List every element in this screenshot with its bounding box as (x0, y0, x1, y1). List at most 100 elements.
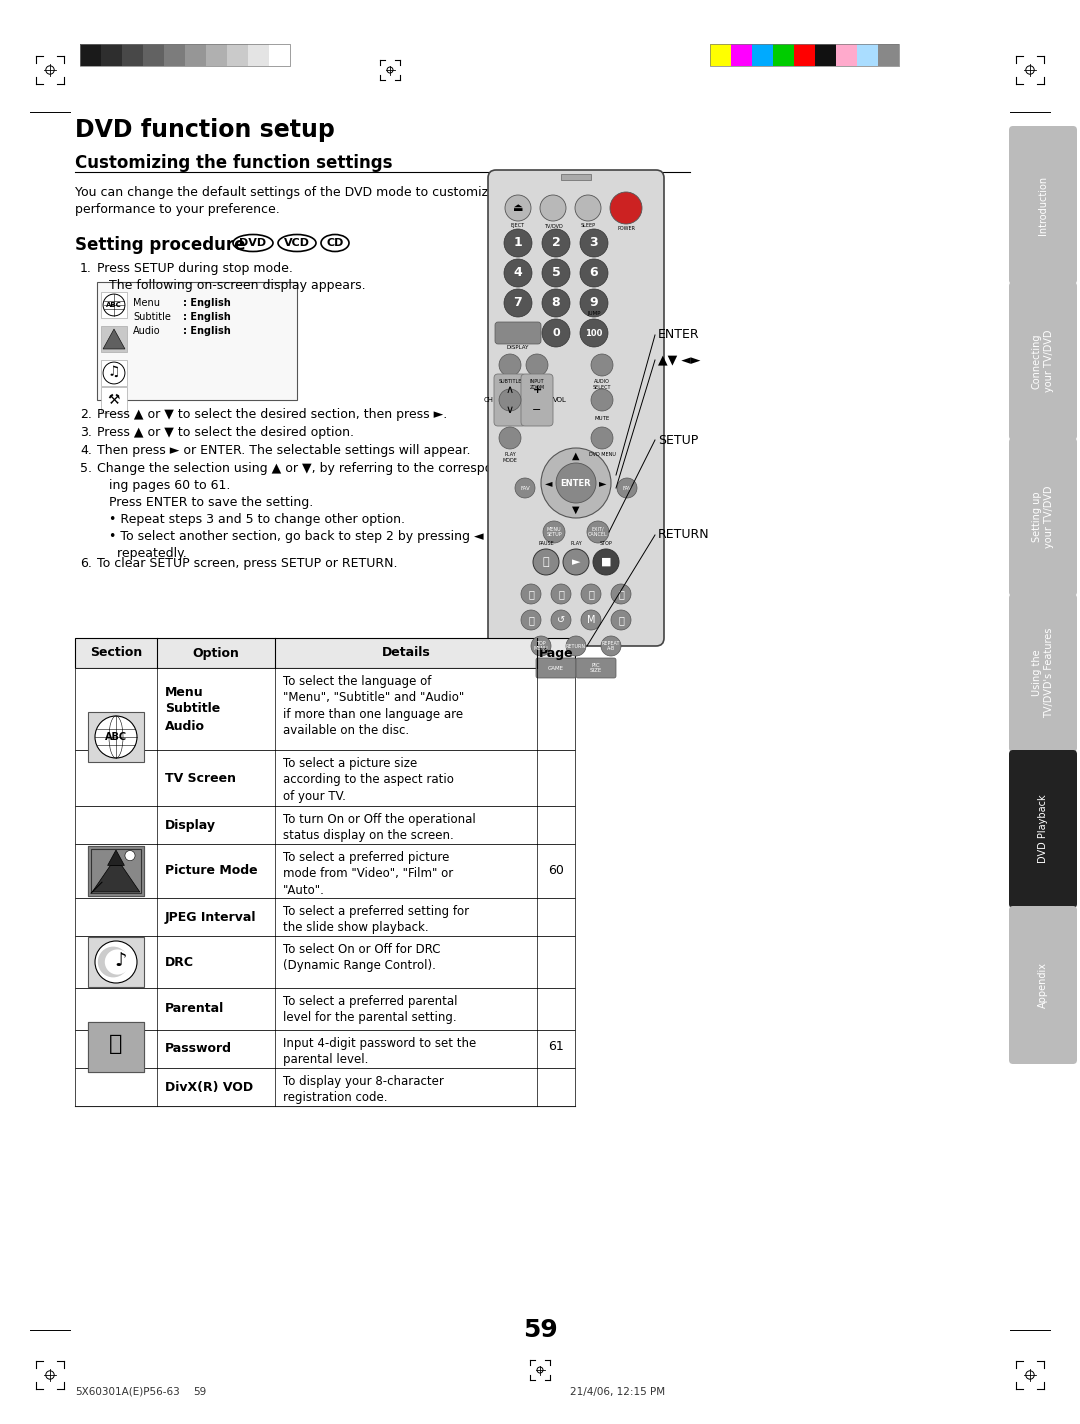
Text: 🔧: 🔧 (109, 1034, 123, 1054)
Circle shape (581, 584, 600, 604)
Text: Connecting
your TV/DVD: Connecting your TV/DVD (1031, 330, 1054, 392)
Text: ►: ► (571, 557, 580, 567)
Circle shape (556, 463, 596, 503)
Text: Customizing the function settings: Customizing the function settings (75, 154, 392, 172)
Bar (87, 846, 144, 896)
Text: 6.: 6. (80, 557, 92, 570)
Bar (75, 988, 575, 1030)
Text: Then press ► or ENTER. The selectable settings will appear.: Then press ► or ENTER. The selectable se… (97, 444, 471, 457)
Circle shape (504, 289, 532, 318)
Text: ∧: ∧ (505, 384, 514, 394)
FancyBboxPatch shape (1009, 906, 1077, 1064)
Circle shape (566, 637, 586, 656)
Text: TV Screen: TV Screen (165, 772, 237, 785)
Bar (269, 44, 291, 66)
Text: To select the language of
"Menu", "Subtitle" and "Audio"
if more than one langua: To select the language of "Menu", "Subti… (283, 675, 464, 738)
Text: To display your 8-character
registration code.: To display your 8-character registration… (283, 1075, 444, 1105)
Text: ■: ■ (600, 557, 611, 567)
Text: ⏩: ⏩ (589, 590, 594, 600)
Text: PLAY: PLAY (570, 541, 582, 545)
Text: ►: ► (599, 478, 607, 488)
Text: 3: 3 (590, 236, 598, 249)
Text: Password: Password (165, 1042, 232, 1055)
Bar (710, 44, 899, 66)
Text: ▲▼ ◄►: ▲▼ ◄► (658, 353, 701, 366)
Circle shape (610, 192, 642, 224)
Text: −: − (532, 404, 542, 414)
Text: ABC: ABC (105, 732, 127, 742)
Text: CH: CH (484, 397, 494, 403)
Bar (815, 44, 836, 66)
Circle shape (543, 521, 565, 543)
Bar (185, 44, 206, 66)
Circle shape (125, 850, 135, 860)
Bar (878, 44, 899, 66)
Text: Press ▲ or ▼ to select the desired section, then press ►.: Press ▲ or ▼ to select the desired secti… (97, 409, 447, 422)
Text: ABC: ABC (106, 302, 122, 308)
Circle shape (551, 609, 571, 629)
Text: To select On or Off for DRC
(Dynamic Range Control).: To select On or Off for DRC (Dynamic Ran… (283, 943, 441, 973)
Circle shape (499, 389, 521, 412)
Polygon shape (92, 866, 139, 891)
Text: 5.: 5. (80, 461, 92, 476)
Text: STOP: STOP (599, 541, 612, 545)
Text: Picture Mode: Picture Mode (165, 864, 258, 877)
Text: ⏵: ⏵ (618, 615, 624, 625)
Text: MENU
SETUP: MENU SETUP (546, 527, 562, 537)
Text: ⚒: ⚒ (108, 393, 120, 407)
Text: SLEEP: SLEEP (581, 224, 595, 228)
Circle shape (580, 289, 608, 318)
Text: ▼: ▼ (572, 506, 580, 515)
Text: Input 4-digit password to set the
parental level.: Input 4-digit password to set the parent… (283, 1037, 476, 1067)
Circle shape (505, 195, 531, 221)
Text: Menu: Menu (133, 298, 160, 308)
Text: Using the
TV/DVD's Features: Using the TV/DVD's Features (1031, 628, 1054, 718)
FancyBboxPatch shape (1009, 594, 1077, 752)
Circle shape (591, 427, 613, 449)
Text: SETUP: SETUP (658, 433, 699, 447)
FancyBboxPatch shape (1009, 439, 1077, 597)
Bar (87, 937, 144, 987)
Text: 1: 1 (514, 236, 523, 249)
Text: JPEG Interval: JPEG Interval (165, 910, 257, 924)
Text: Option: Option (192, 646, 240, 659)
FancyBboxPatch shape (1009, 750, 1077, 909)
Text: ∨: ∨ (505, 404, 514, 414)
Circle shape (521, 609, 541, 629)
Text: To select a picture size
according to the aspect ratio
of your TV.: To select a picture size according to th… (283, 758, 454, 803)
Bar (836, 44, 858, 66)
Circle shape (575, 195, 600, 221)
Text: PAUSE: PAUSE (538, 541, 554, 545)
Bar (227, 44, 248, 66)
Text: Setting up
your TV/DVD: Setting up your TV/DVD (1031, 486, 1054, 548)
Bar (80, 44, 291, 66)
Text: FAV: FAV (521, 486, 530, 490)
Bar (102, 387, 127, 413)
Circle shape (580, 259, 608, 288)
Circle shape (542, 229, 570, 256)
Text: 9: 9 (590, 296, 598, 309)
Bar (858, 44, 878, 66)
Text: SUBTITLE: SUBTITLE (498, 379, 522, 384)
Text: ⏪: ⏪ (558, 590, 564, 600)
Text: : English: : English (183, 326, 231, 336)
Circle shape (563, 550, 589, 575)
Bar (87, 712, 144, 762)
Bar (773, 44, 794, 66)
Text: 100: 100 (585, 329, 603, 337)
Text: AUDIO
SELECT: AUDIO SELECT (593, 379, 611, 390)
FancyBboxPatch shape (1009, 125, 1077, 283)
Text: DVD function setup: DVD function setup (75, 118, 335, 142)
FancyBboxPatch shape (521, 375, 553, 426)
Circle shape (499, 355, 521, 376)
Bar (87, 846, 144, 896)
Text: ENTER: ENTER (561, 478, 592, 487)
Text: DVD MENU: DVD MENU (589, 451, 616, 457)
Text: Press SETUP during stop mode.
   The following on-screen display appears.: Press SETUP during stop mode. The follow… (97, 262, 366, 292)
Text: ⏏: ⏏ (513, 204, 523, 214)
Bar (731, 44, 752, 66)
Text: Page: Page (539, 646, 573, 659)
Text: ▲: ▲ (572, 451, 580, 461)
Text: 0: 0 (552, 328, 559, 337)
Text: MUTE: MUTE (594, 416, 609, 422)
